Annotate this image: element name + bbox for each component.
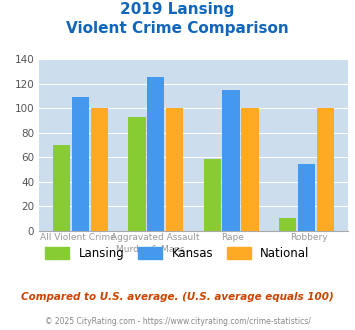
Text: Compared to U.S. average. (U.S. average equals 100): Compared to U.S. average. (U.S. average … xyxy=(21,292,334,302)
Bar xyxy=(317,109,334,231)
Bar xyxy=(53,145,70,231)
Bar xyxy=(241,109,258,231)
Bar xyxy=(72,97,89,231)
Text: Murder & Mans...: Murder & Mans... xyxy=(116,245,193,254)
Text: All Violent Crime: All Violent Crime xyxy=(40,233,115,242)
Text: Robbery: Robbery xyxy=(290,233,328,242)
Bar xyxy=(166,109,183,231)
Bar xyxy=(279,217,296,231)
Bar xyxy=(91,109,108,231)
Bar xyxy=(129,117,146,231)
Legend: Lansing, Kansas, National: Lansing, Kansas, National xyxy=(41,242,314,265)
Text: Aggravated Assault: Aggravated Assault xyxy=(111,233,199,242)
Text: 2019 Lansing: 2019 Lansing xyxy=(120,2,235,16)
Bar xyxy=(298,164,315,231)
Text: Rape: Rape xyxy=(221,233,244,242)
Text: Violent Crime Comparison: Violent Crime Comparison xyxy=(66,21,289,36)
Bar xyxy=(147,77,164,231)
Bar xyxy=(204,159,221,231)
Text: © 2025 CityRating.com - https://www.cityrating.com/crime-statistics/: © 2025 CityRating.com - https://www.city… xyxy=(45,317,310,326)
Bar xyxy=(223,90,240,231)
